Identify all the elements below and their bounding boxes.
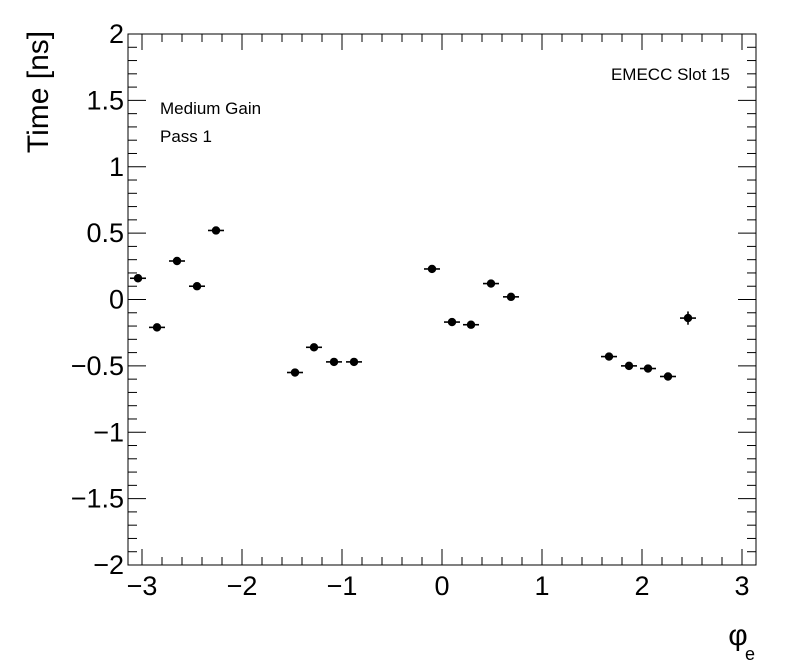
data-marker — [329, 357, 339, 367]
x-tick-label: 0 — [434, 571, 449, 601]
x-tick-label: −2 — [227, 571, 258, 601]
y-axis-title: Time [ns] — [22, 31, 55, 153]
y-tick-label: 1.5 — [86, 85, 124, 115]
data-marker — [349, 357, 359, 367]
data-marker — [506, 292, 516, 302]
data-marker — [663, 372, 673, 381]
data-point — [287, 368, 303, 377]
pass-annotation: Pass 1 — [160, 127, 212, 146]
data-point — [326, 357, 342, 367]
y-tick-label: −2 — [93, 550, 124, 580]
data-point — [149, 323, 165, 332]
data-point — [503, 292, 519, 302]
data-marker — [133, 274, 143, 283]
x-tick-label: −3 — [127, 571, 158, 601]
data-point — [424, 264, 440, 274]
y-tick-label: −1 — [93, 417, 124, 447]
data-marker — [643, 364, 653, 373]
data-point — [463, 320, 479, 329]
data-marker — [309, 343, 319, 352]
slot-annotation: EMECC Slot 15 — [611, 65, 730, 84]
data-marker — [447, 317, 457, 327]
data-point — [346, 357, 362, 367]
data-marker — [466, 320, 476, 329]
data-marker — [604, 352, 614, 361]
x-tick-label: −1 — [327, 571, 358, 601]
data-point — [306, 343, 322, 352]
data-point — [169, 256, 185, 266]
data-point — [640, 364, 656, 373]
data-marker — [290, 368, 300, 377]
data-marker — [427, 264, 437, 274]
gain-annotation: Medium Gain — [160, 99, 261, 118]
y-tick-label: 2 — [109, 19, 124, 49]
data-marker — [683, 313, 693, 323]
y-tick-label: 1 — [109, 152, 124, 182]
data-point — [660, 372, 676, 381]
data-point — [601, 352, 617, 361]
y-tick-label: −0.5 — [71, 351, 124, 381]
data-point — [208, 226, 224, 235]
data-point — [483, 279, 499, 288]
data-marker — [192, 282, 202, 291]
data-marker — [624, 361, 634, 371]
data-marker — [211, 226, 221, 235]
y-tick-label: 0 — [109, 285, 124, 315]
x-axis-title: φ — [728, 619, 747, 652]
data-point — [621, 361, 637, 371]
x-tick-label: 1 — [534, 571, 549, 601]
x-axis-title-subscript: e — [745, 644, 755, 664]
data-point — [189, 282, 205, 291]
y-tick-label: 0.5 — [86, 218, 124, 248]
data-marker — [486, 279, 496, 288]
y-tick-label: −1.5 — [71, 484, 124, 514]
data-point — [130, 274, 146, 283]
data-marker — [172, 256, 182, 266]
data-marker — [152, 323, 162, 332]
x-tick-label: 2 — [634, 571, 649, 601]
x-tick-label: 3 — [734, 571, 749, 601]
data-point — [444, 317, 460, 327]
data-point — [680, 311, 696, 325]
